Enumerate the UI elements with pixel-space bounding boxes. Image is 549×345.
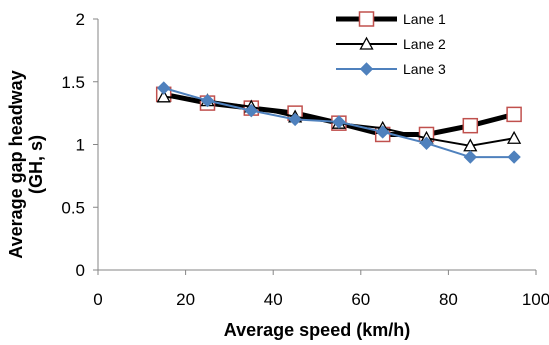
legend-marker	[358, 11, 375, 27]
legend-marker	[359, 36, 374, 50]
data-point	[200, 93, 215, 108]
series-lane-1	[155, 86, 522, 143]
data-point	[507, 150, 521, 164]
x-axis-title: Average speed (km/h)	[224, 320, 410, 340]
data-point	[156, 81, 171, 95]
data-point	[463, 150, 478, 164]
legend: Lane 1 Lane 2 Lane 3	[336, 11, 446, 77]
legend-label: Lane 1	[403, 11, 446, 27]
legend-label: Lane 3	[403, 61, 446, 77]
x-tick-label: 40	[264, 290, 283, 309]
x-tick-label: 20	[176, 290, 195, 309]
x-tick-label: 60	[351, 290, 370, 309]
data-point	[156, 89, 171, 103]
y-tick-label: 1	[76, 136, 85, 155]
series-layer	[155, 81, 522, 164]
data-point	[332, 115, 346, 129]
series-lane-3	[156, 81, 521, 164]
x-tick-label: 100	[522, 290, 549, 309]
y-tick-label: 1.5	[61, 73, 85, 92]
legend-label: Lane 2	[403, 36, 446, 52]
x-tick-label: 0	[93, 290, 102, 309]
y-tick-label: 0.5	[61, 198, 85, 217]
data-point	[419, 136, 434, 150]
axes: 00.511.520 20 40 60 80 100	[61, 10, 549, 309]
legend-marker	[359, 62, 374, 76]
x-tick-label: 80	[439, 290, 458, 309]
y-axis-title-line2: (GH, s)	[26, 135, 46, 194]
legend-item: Lane 3	[336, 61, 446, 77]
legend-item: Lane 1	[336, 11, 446, 27]
data-point	[507, 130, 522, 144]
legend-item: Lane 2	[336, 36, 446, 52]
data-point	[288, 112, 302, 127]
y-tick-label: 0	[76, 261, 85, 280]
y-tick-label: 2	[76, 10, 85, 29]
data-point	[506, 106, 522, 123]
data-point	[462, 117, 479, 134]
data-point	[375, 125, 390, 139]
y-axis-title-line1: Average gap headway	[6, 70, 26, 258]
data-point	[244, 103, 259, 118]
